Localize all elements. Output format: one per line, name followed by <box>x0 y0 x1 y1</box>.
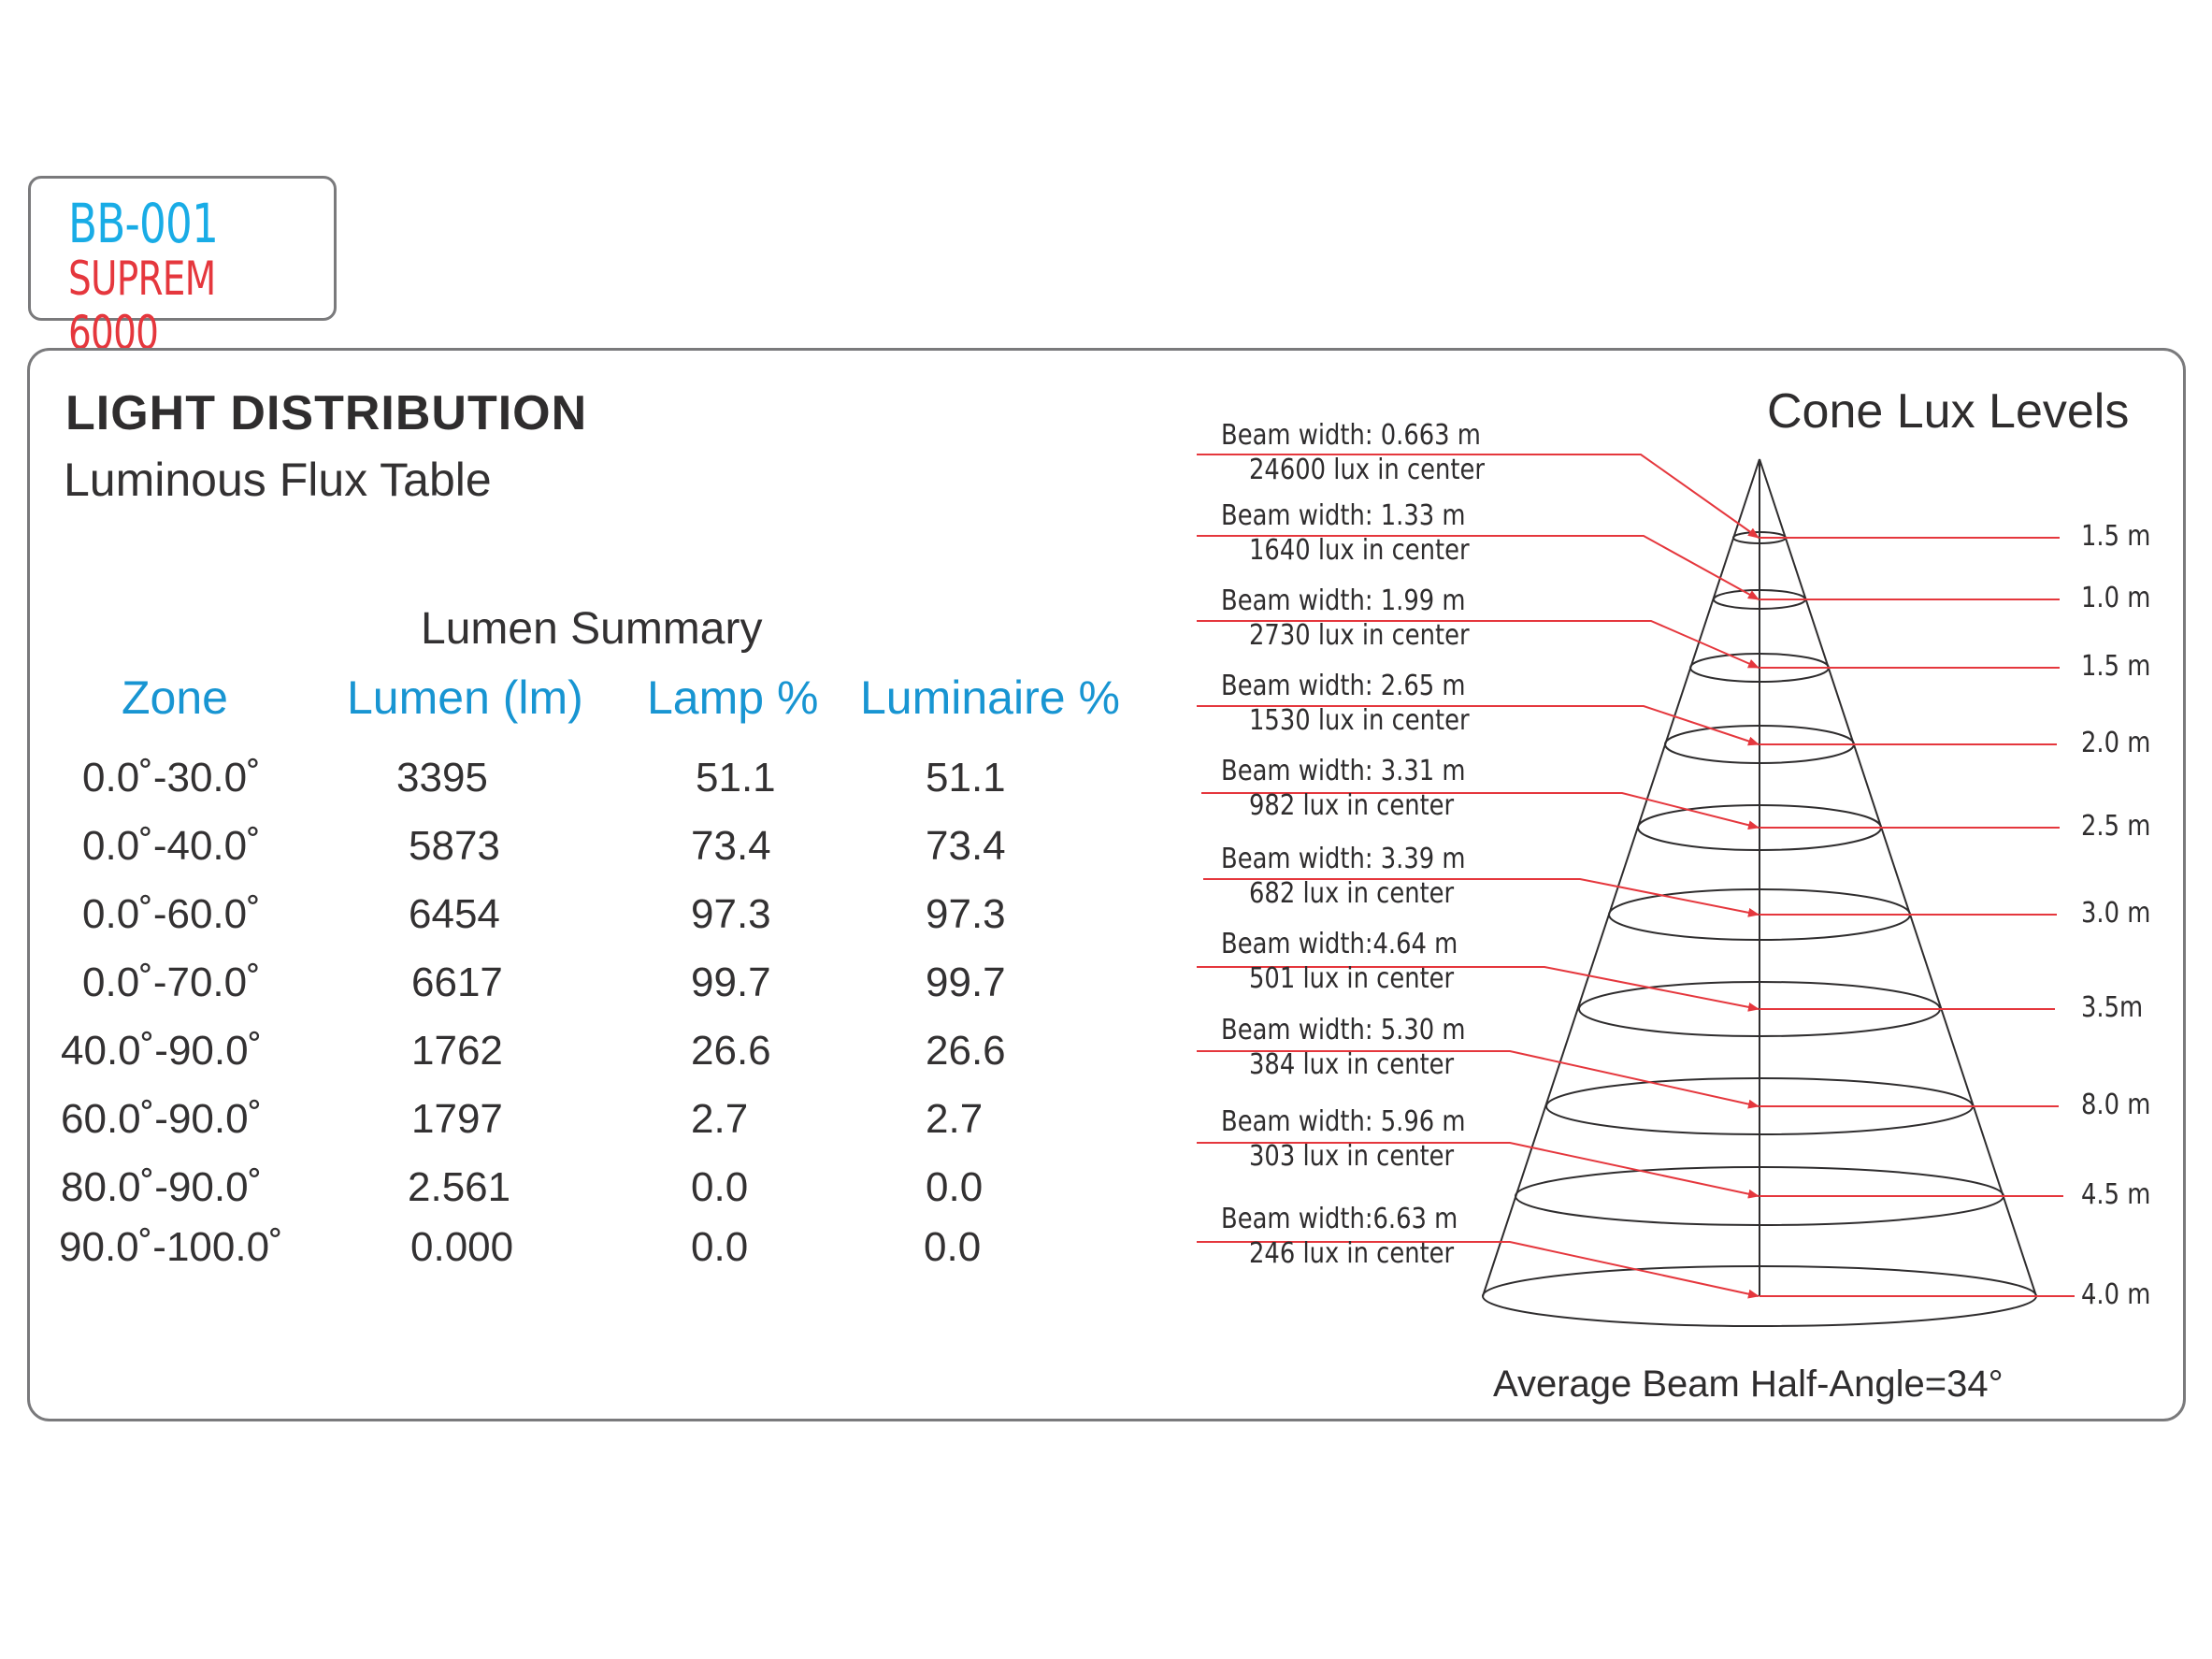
center-lux-label: 2730 lux in center <box>1249 619 1470 652</box>
beam-width-label: Beam width:4.64 m <box>1221 928 1458 960</box>
distance-label: 1.5 m <box>2081 520 2151 553</box>
cell-zone: 80.0˚-90.0˚ <box>61 1164 263 1210</box>
leader-line <box>1197 535 1760 600</box>
cell-lumen: 0.000 <box>410 1224 514 1270</box>
center-lux-label: 24600 lux in center <box>1249 454 1485 486</box>
cell-lumen: 2.561 <box>408 1164 511 1210</box>
leader-line <box>1197 454 1760 539</box>
beam-width-label: Beam width: 5.30 m <box>1221 1014 1466 1046</box>
center-lux-label: 1530 lux in center <box>1249 704 1470 737</box>
center-lux-label: 501 lux in center <box>1249 962 1455 995</box>
cell-lumen: 5873 <box>409 823 500 869</box>
beam-width-label: Beam width: 3.39 m <box>1221 843 1466 875</box>
cell-luminaire: 2.7 <box>926 1096 984 1142</box>
column-header-luminaire: Luminaire % <box>860 671 1120 724</box>
beam-width-label: Beam width: 1.99 m <box>1221 584 1466 617</box>
cell-luminaire: 97.3 <box>926 891 1006 937</box>
distance-label: 8.0 m <box>2081 1089 2151 1121</box>
beam-width-label: Beam width: 3.31 m <box>1221 755 1466 787</box>
cell-zone: 40.0˚-90.0˚ <box>61 1028 263 1074</box>
cell-luminaire: 51.1 <box>926 755 1006 801</box>
beam-width-label: Beam width: 5.96 m <box>1221 1105 1466 1138</box>
cell-luminaire: 0.0 <box>924 1224 982 1270</box>
column-header-lamp: Lamp % <box>647 671 819 724</box>
cell-luminaire: 26.6 <box>926 1028 1006 1074</box>
cell-lamp: 97.3 <box>691 891 771 937</box>
beam-half-angle: Average Beam Half-Angle=34° <box>1493 1363 2004 1405</box>
model-code: BB-001 <box>68 192 219 255</box>
cell-lumen: 6617 <box>411 959 503 1005</box>
leader-line <box>1197 1050 1760 1109</box>
cell-lamp: 73.4 <box>691 823 771 869</box>
cell-zone: 0.0˚-70.0˚ <box>82 959 261 1005</box>
column-header-zone: Zone <box>122 671 228 724</box>
distance-label: 2.5 m <box>2081 810 2151 843</box>
cell-zone: 60.0˚-90.0˚ <box>61 1096 263 1142</box>
cell-lumen: 3395 <box>396 755 488 801</box>
leader-line <box>1197 620 1760 669</box>
cell-lamp: 26.6 <box>691 1028 771 1074</box>
cell-lumen: 1797 <box>411 1096 503 1142</box>
cell-lamp: 2.7 <box>691 1096 749 1142</box>
leader-line <box>1197 1142 1760 1199</box>
cell-zone: 0.0˚-40.0˚ <box>82 823 261 869</box>
cell-zone: 0.0˚-30.0˚ <box>82 755 261 801</box>
cell-luminaire: 99.7 <box>926 959 1006 1005</box>
section-title: LIGHT DISTRIBUTION <box>65 386 588 440</box>
cell-lamp: 0.0 <box>691 1164 749 1210</box>
distance-label: 1.0 m <box>2081 582 2151 614</box>
light-distribution-panel <box>27 348 2186 1421</box>
center-lux-label: 303 lux in center <box>1249 1140 1455 1173</box>
distance-label: 4.0 m <box>2081 1278 2151 1311</box>
cell-zone: 0.0˚-60.0˚ <box>82 891 261 937</box>
beam-width-label: Beam width: 0.663 m <box>1221 419 1481 452</box>
cell-lamp: 51.1 <box>696 755 776 801</box>
cone-right-edge <box>1759 458 2037 1297</box>
cone-title: Cone Lux Levels <box>1767 384 2130 439</box>
beam-width-label: Beam width: 1.33 m <box>1221 499 1466 532</box>
section-subtitle: Luminous Flux Table <box>64 454 492 506</box>
leader-line <box>1201 792 1760 830</box>
table-title: Lumen Summary <box>421 604 763 654</box>
model-name: SUPREM 6000 <box>68 252 216 360</box>
distance-label: 3.5m <box>2081 991 2144 1024</box>
cell-luminaire: 73.4 <box>926 823 1006 869</box>
center-lux-label: 982 lux in center <box>1249 789 1455 822</box>
center-lux-label: 384 lux in center <box>1249 1048 1455 1081</box>
leader-line <box>1197 1241 1760 1299</box>
cell-lumen: 1762 <box>411 1028 503 1074</box>
model-label-box: BB-001 SUPREM 6000 <box>28 176 337 360</box>
distance-label: 4.5 m <box>2081 1178 2151 1211</box>
distance-label: 3.0 m <box>2081 897 2151 930</box>
distance-label: 1.5 m <box>2081 650 2151 683</box>
cell-lamp: 0.0 <box>691 1224 749 1270</box>
leader-line <box>1203 878 1760 917</box>
center-lux-label: 1640 lux in center <box>1249 534 1470 567</box>
distance-label: 2.0 m <box>2081 727 2151 759</box>
leader-line <box>1197 705 1760 746</box>
center-lux-label: 682 lux in center <box>1249 877 1455 910</box>
cell-lamp: 99.7 <box>691 959 771 1005</box>
column-header-lumen: Lumen (lm) <box>347 671 583 724</box>
leader-line <box>1197 966 1760 1012</box>
cone-left-edge <box>1482 458 1760 1297</box>
cell-zone: 90.0˚-100.0˚ <box>59 1224 283 1270</box>
center-lux-label: 246 lux in center <box>1249 1237 1455 1270</box>
beam-width-label: Beam width: 2.65 m <box>1221 670 1466 702</box>
beam-width-label: Beam width:6.63 m <box>1221 1203 1458 1235</box>
cell-lumen: 6454 <box>409 891 500 937</box>
cell-luminaire: 0.0 <box>926 1164 984 1210</box>
